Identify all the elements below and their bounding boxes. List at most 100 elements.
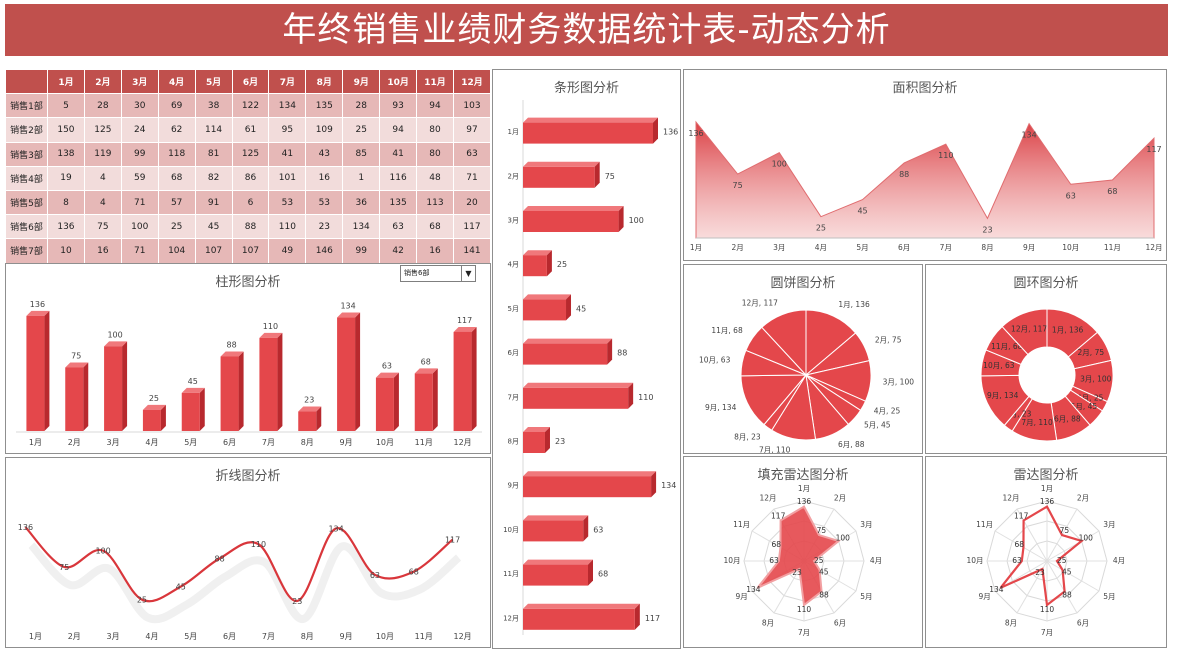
column-data-label: 25 <box>149 394 159 403</box>
value-cell: 4 <box>83 189 122 216</box>
column-data-label: 110 <box>263 322 278 331</box>
bar-side-face <box>544 427 550 453</box>
pie-data-label: 7月, 110 <box>759 445 791 454</box>
column-bar-top <box>414 368 438 374</box>
column-bar <box>181 392 200 431</box>
bar-chart-panel: 条形图分析 136 1月 75 2月 100 3月 25 4月 45 5月 88 6月 110 7月 23 8… <box>492 69 681 649</box>
radar-spoke <box>1046 530 1100 562</box>
value-cell: 116 <box>379 165 418 191</box>
value-cell: 62 <box>157 117 196 143</box>
column-bar <box>298 411 317 431</box>
table-row: 销售2部 150 125 24 62 114 61 95 109 25 94 80 97 <box>5 117 492 143</box>
line-data-label: 110 <box>251 540 266 549</box>
value-cell: 94 <box>379 117 418 143</box>
area-data-label: 117 <box>1146 145 1161 154</box>
value-cell: 113 <box>416 189 454 216</box>
month-header-12: 12月 <box>452 68 492 95</box>
column-bar <box>65 367 84 431</box>
column-bar <box>26 315 45 431</box>
area-x-tick-label: 5月 <box>856 243 868 252</box>
department-select[interactable]: 销售6部 ▼ <box>400 265 476 282</box>
area-data-label: 45 <box>857 207 867 216</box>
column-bar-top <box>65 362 89 368</box>
bar-top-face <box>523 294 572 300</box>
dropdown-arrow-icon[interactable]: ▼ <box>461 266 475 281</box>
donut-chart-title: 圆环图分析 <box>1013 276 1079 291</box>
column-data-label: 117 <box>457 316 472 325</box>
line-x-tick-label: 6月 <box>223 632 236 641</box>
pie-data-label: 9月, 134 <box>705 403 737 412</box>
donut-chart-panel: 圆环图分析 1月, 136 2月, 75 3月, 100 4月, 25 5月, 45 6月… <box>925 264 1167 454</box>
table-corner-cell <box>5 68 48 95</box>
filled_radar-data-label: 100 <box>836 534 851 543</box>
radar-axis-label: 8月 <box>1005 618 1017 627</box>
value-cell: 57 <box>157 189 196 216</box>
value-cell: 138 <box>47 141 85 167</box>
value-cell: 38 <box>194 93 233 119</box>
value-cell: 95 <box>268 117 307 143</box>
column-data-label: 75 <box>71 352 81 361</box>
column-bar <box>220 356 239 431</box>
area-x-tick-label: 12月 <box>1145 243 1162 252</box>
bar-data-label: 75 <box>605 172 615 181</box>
value-cell: 93 <box>379 93 418 119</box>
bar-side-face <box>566 294 572 321</box>
bar-side-face <box>583 515 589 542</box>
value-cell: 118 <box>157 141 196 167</box>
radar-spoke <box>1046 560 1100 592</box>
value-cell: 49 <box>268 238 307 264</box>
column-bar-top <box>104 341 128 347</box>
table-header-row: 1月 2月 3月 4月 5月 6月 7月 8月 9月 10月 11月 12月 <box>5 68 492 95</box>
column-x-tick-label: 10月 <box>376 438 394 447</box>
filled_radar-axis-label: 12月 <box>759 494 776 503</box>
bar-side-face <box>634 603 640 630</box>
column-x-tick-label: 9月 <box>340 438 353 447</box>
department-name-cell: 销售6部 <box>5 214 48 240</box>
bar-top-face <box>523 161 600 167</box>
bar-side-face <box>594 161 600 188</box>
bar <box>523 387 629 409</box>
bar-y-tick-label: 11月 <box>503 570 519 578</box>
table-row: 销售6部 136 75 100 25 45 88 110 23 134 63 68 117 <box>5 214 492 240</box>
area-data-label: 88 <box>899 170 909 179</box>
line-data-label: 136 <box>18 523 33 532</box>
column-data-label: 100 <box>107 330 122 339</box>
value-cell: 16 <box>305 165 344 191</box>
pie-data-label: 5月, 45 <box>864 421 891 430</box>
area-x-tick-label: 7月 <box>940 243 952 252</box>
radar-spoke <box>1046 560 1078 614</box>
filled_radar-axis-label: 2月 <box>834 494 846 503</box>
value-cell: 71 <box>120 238 159 264</box>
bar <box>523 608 635 630</box>
column-bar-side <box>199 387 205 431</box>
area-x-tick-label: 4月 <box>815 243 827 252</box>
column-data-label: 88 <box>226 340 236 349</box>
month-header-9: 9月 <box>342 68 381 95</box>
value-cell: 80 <box>416 141 454 167</box>
value-cell: 8 <box>47 189 85 216</box>
area-data-label: 134 <box>1021 131 1036 140</box>
area-x-tick-label: 6月 <box>898 243 910 252</box>
bar-y-tick-label: 7月 <box>508 393 519 401</box>
value-cell: 117 <box>452 214 492 240</box>
bar <box>523 122 653 144</box>
area-data-label: 136 <box>688 129 703 138</box>
donut-data-label: 4月, 25 <box>1077 393 1104 402</box>
filled_radar-axis-label: 8月 <box>762 618 774 627</box>
pie-data-label: 1月, 136 <box>838 300 870 309</box>
bar-top-face <box>523 471 657 477</box>
sales-data-table: 1月 2月 3月 4月 5月 6月 7月 8月 9月 10月 11月 12月 销售1部 5 28 30 69 3… <box>5 68 492 264</box>
radar-data-label: 88 <box>1062 591 1072 600</box>
value-cell: 6 <box>231 189 270 216</box>
value-cell: 97 <box>452 117 492 143</box>
filled_radar-axis-label: 7月 <box>798 628 810 637</box>
value-cell: 68 <box>157 165 196 191</box>
bar <box>523 476 652 498</box>
table-row: 销售5部 8 4 71 57 91 6 53 53 36 135 113 20 <box>5 189 492 216</box>
value-cell: 16 <box>83 238 122 264</box>
bar-data-label: 134 <box>661 481 676 490</box>
radar-axis-label: 9月 <box>979 592 991 601</box>
value-cell: 71 <box>452 165 492 191</box>
column-bar-top <box>142 404 166 410</box>
filled_radar-data-label: 88 <box>819 591 829 600</box>
